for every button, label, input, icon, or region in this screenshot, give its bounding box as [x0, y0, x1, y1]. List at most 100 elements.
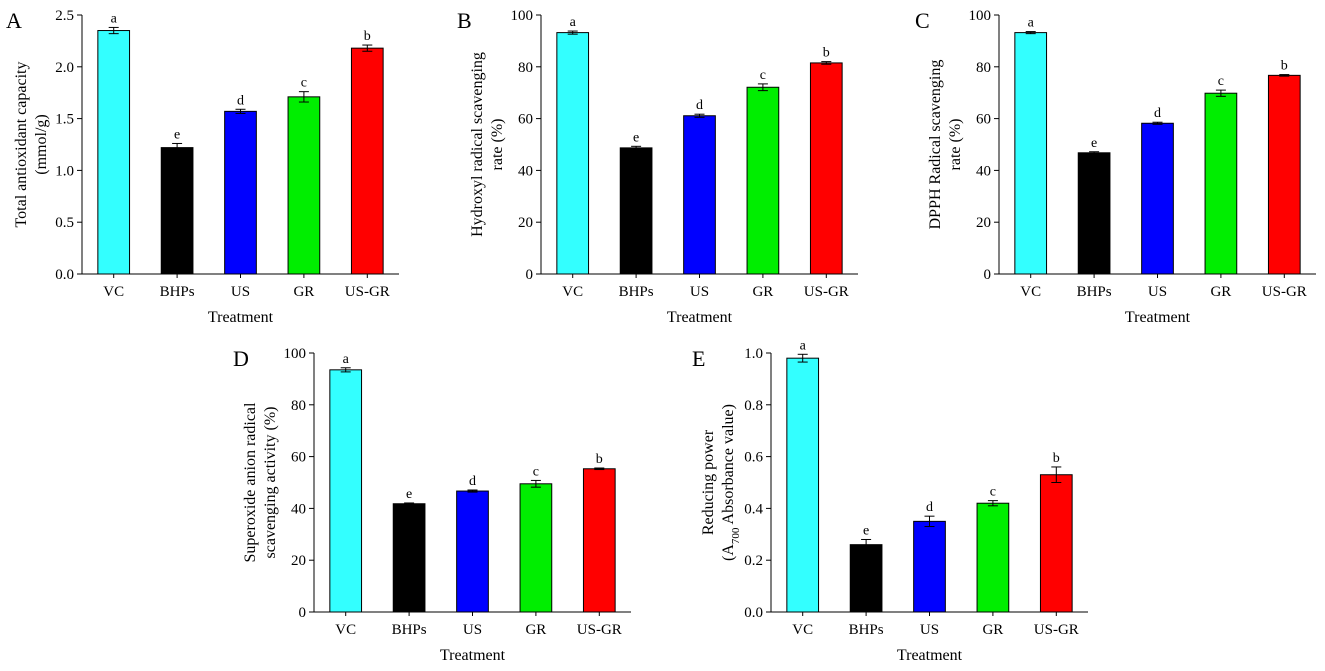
- panel-b-significance-label: e: [633, 130, 639, 145]
- panel-d-y-axis-title-line: scavenging activity (%): [262, 407, 279, 559]
- panel-c-y-axis-title: DPPH Radical scavenging rate (%): [927, 60, 964, 230]
- panel-a-significance-label: a: [111, 11, 118, 26]
- panel-c-y-axis-title-line: rate (%): [947, 119, 964, 171]
- panel-b-y-tick-label: 100: [511, 8, 534, 24]
- panel-e-y-tick-label: 0.6: [744, 450, 763, 466]
- panel-d-x-tick-label: VC: [335, 622, 356, 638]
- panel-d-x-tick-label: US: [463, 622, 482, 638]
- panel-a-bar-us-gr: [350, 47, 384, 275]
- panel-e-x-tick-label: US-GR: [1034, 622, 1079, 638]
- panel-a-y-axis-title: Total antioxidant capacity (mmol/g): [13, 62, 50, 228]
- panel-a-x-tick-label: BHPs: [160, 284, 195, 300]
- panel-e-y-tick-label: 0.2: [744, 553, 763, 569]
- panel-a-x-tick-label: US-GR: [345, 284, 390, 300]
- panel-d-bar-vc: [329, 369, 363, 613]
- panel-b-bar-vc: [556, 32, 590, 275]
- panel-e-bar-vc: [786, 357, 820, 613]
- panel-d-letter: D: [233, 346, 249, 371]
- panel-a-y-axis-title-line: Total antioxidant capacity: [13, 62, 30, 228]
- panel-b-x-axis-title: Treatment: [667, 309, 733, 326]
- panel-a-letter: A: [6, 8, 22, 33]
- panel-c-y-tick-label: 80: [976, 60, 991, 76]
- panel-c-y-tick-label: 0: [984, 267, 992, 283]
- panel-e-y-tick-label: 0.8: [744, 398, 763, 414]
- panel-e: E 0.0 0.2 0.4 0.6 0.8 1.0 a VC e BHPs d US c GR b US-GR T…: [692, 338, 1088, 664]
- panel-a: A 0.0 0.5 1.0 1.5 2.0 2.5 a VC e BHPs d US c GR b US-GR T…: [6, 8, 399, 326]
- panel-c-significance-label: a: [1028, 16, 1035, 31]
- panel-e-y-tick-label: 0.4: [744, 501, 763, 517]
- panel-b-x-tick-label: US-GR: [804, 284, 849, 300]
- panel-d-significance-label: c: [533, 464, 539, 479]
- panel-e-y-axis-title-rest: Absorbance value): [720, 404, 737, 528]
- panel-d-y-tick-label: 20: [291, 553, 306, 569]
- panel-c-x-tick-label: US-GR: [1262, 284, 1307, 300]
- panel-e-significance-label: b: [1053, 451, 1060, 466]
- panel-e-x-tick-label: VC: [792, 622, 813, 638]
- panel-d-x-tick-label: US-GR: [577, 622, 622, 638]
- panel-b-bar-bhps: [619, 147, 653, 275]
- panel-a-y-tick-label: 2.0: [55, 60, 74, 76]
- panel-a-y-tick-label: 0.0: [55, 267, 74, 283]
- panel-b-y-axis-title: Hydroxyl radical scavenging rate (%): [469, 52, 506, 237]
- panel-b-x-tick-label: GR: [752, 284, 773, 300]
- panel-a-x-axis-title: Treatment: [208, 309, 274, 326]
- panel-a-bar-vc: [97, 30, 131, 275]
- panel-b-significance-label: c: [760, 68, 766, 83]
- panel-d-y-tick-label: 40: [291, 501, 306, 517]
- panel-c-x-tick-label: GR: [1210, 284, 1231, 300]
- panel-a-bar-bhps: [160, 147, 194, 275]
- panel-b-y-tick-label: 60: [518, 112, 533, 128]
- panel-e-bar-us-gr: [1039, 474, 1073, 613]
- panel-d-x-axis-title: Treatment: [440, 647, 506, 664]
- panel-e-y-axis-title: Reducing power(A700 Absorbance value): [700, 404, 742, 561]
- panel-c-y-tick-label: 20: [976, 215, 991, 231]
- panel-e-letter: E: [692, 346, 705, 371]
- panel-e-bar-bhps: [849, 544, 883, 613]
- panel-e-x-tick-label: BHPs: [849, 622, 884, 638]
- panel-c-x-axis-title: Treatment: [1125, 309, 1191, 326]
- panel-b-y-tick-label: 20: [518, 215, 533, 231]
- panel-d-bar-bhps: [392, 503, 426, 613]
- panel-b: B 0 20 40 60 80 100 a VC e BHPs d US c GR b US-GR Treatme…: [457, 8, 858, 326]
- panel-d-y-axis-title-line: Superoxide anion radical: [242, 402, 259, 563]
- panel-c-bar-gr: [1204, 92, 1238, 275]
- panel-b-x-tick-label: BHPs: [619, 284, 654, 300]
- panel-c-letter: C: [915, 8, 930, 33]
- panel-b-y-axis-title-line: rate (%): [489, 119, 506, 171]
- panel-c-bar-bhps: [1077, 152, 1111, 275]
- panel-b-bar-gr: [746, 86, 780, 275]
- panel-b-bar-us: [683, 115, 716, 275]
- panel-d-significance-label: a: [343, 352, 350, 367]
- panel-a-significance-label: c: [301, 76, 307, 91]
- panel-c-bar-vc: [1014, 32, 1048, 275]
- panel-e-y-axis-title-line: Reducing power: [700, 429, 717, 535]
- panel-b-x-tick-label: US: [690, 284, 709, 300]
- panel-a-x-tick-label: GR: [293, 284, 314, 300]
- panel-a-y-tick-label: 1.5: [55, 112, 74, 128]
- panel-d-y-axis-title: Superoxide anion radical scavenging activ…: [242, 402, 279, 563]
- panel-e-significance-label: a: [800, 338, 807, 353]
- panel-a-y-tick-label: 2.5: [55, 8, 74, 24]
- panel-e-significance-label: e: [863, 523, 869, 538]
- panel-e-y-axis-subscript: 700: [730, 527, 742, 544]
- panel-d-y-tick-label: 60: [291, 450, 306, 466]
- panel-d-significance-label: e: [406, 487, 412, 502]
- panel-a-y-tick-label: 0.5: [55, 215, 74, 231]
- panel-a-significance-label: b: [364, 29, 371, 44]
- panel-b-bar-us-gr: [809, 62, 843, 275]
- panel-e-bar-gr: [976, 502, 1010, 613]
- panel-b-y-tick-label: 80: [518, 60, 533, 76]
- panel-c-significance-label: c: [1218, 74, 1224, 89]
- panel-e-y-tick-label: 1.0: [744, 346, 763, 362]
- panel-d-significance-label: b: [596, 452, 603, 467]
- panel-c-y-tick-label: 60: [976, 112, 991, 128]
- panel-b-y-axis-title-line: Hydroxyl radical scavenging: [469, 52, 486, 237]
- panel-e-significance-label: d: [926, 500, 933, 515]
- panel-c-x-tick-label: BHPs: [1077, 284, 1112, 300]
- panel-a-y-axis-title-line: (mmol/g): [33, 114, 50, 174]
- panel-c: C 0 20 40 60 80 100 a VC e BHPs d US c GR b US-GR Treatme…: [915, 8, 1316, 326]
- panel-b-significance-label: d: [696, 98, 703, 113]
- panel-e-y-axis-title-line: (A700 Absorbance value): [720, 404, 742, 561]
- panel-c-x-tick-label: VC: [1020, 284, 1041, 300]
